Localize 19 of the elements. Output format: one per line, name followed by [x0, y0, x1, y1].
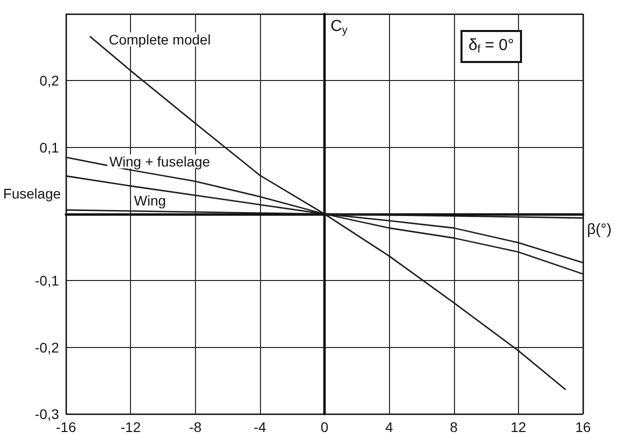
annotation: Wing: [134, 192, 166, 209]
y-tick-label: -0,3: [34, 406, 60, 422]
x-tick-label: 8: [450, 419, 458, 434]
x-tick-label: -4: [254, 419, 266, 434]
x-tick-label: 0: [320, 419, 329, 434]
y-tick-label: 0,2: [40, 72, 60, 89]
annotation: Complete model: [108, 31, 211, 48]
y-tick-label: -0,2: [34, 339, 60, 356]
x-axis-title: β(°): [587, 221, 612, 238]
x-tick-label: -16: [56, 419, 76, 434]
x-tick-label: 4: [385, 419, 394, 434]
x-tick-label: 16: [575, 419, 591, 434]
text: Fuselage: [3, 185, 61, 202]
y-tick-label: -0,1: [34, 272, 60, 289]
x-tick-label: -12: [120, 419, 141, 434]
y-tick-label: 0,1: [40, 139, 60, 156]
x-tick-label: -8: [189, 419, 202, 434]
x-tick-label: 12: [510, 419, 526, 434]
annotation: Wing + fuselage: [109, 153, 210, 170]
